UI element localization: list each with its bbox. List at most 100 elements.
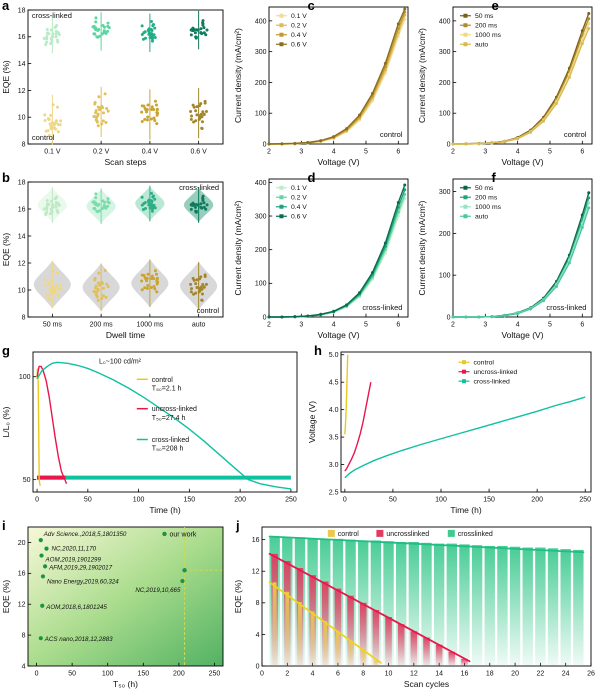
svg-text:400: 400 (439, 18, 451, 25)
axis-frame (27, 181, 224, 318)
svg-text:4: 4 (516, 322, 520, 329)
svg-text:0: 0 (343, 497, 347, 504)
svg-text:12: 12 (410, 671, 418, 678)
svg-text:3: 3 (483, 149, 487, 156)
svg-text:4: 4 (311, 671, 315, 678)
svg-text:100: 100 (435, 497, 447, 504)
svg-text:2: 2 (451, 322, 455, 329)
svg-text:0.1 V: 0.1 V (291, 13, 307, 20)
axes-a: 0.1 V 0.2 V 0.4 V 0.6 V 8 10 12 14 16 18 Scan step… (1, 7, 224, 167)
svg-text:14: 14 (18, 233, 26, 240)
series-0.1 V (269, 198, 406, 318)
panel-h-chart: 0 50 100 150 200 250 2.5 3.0 3.5 4.0 4.5 5.0 Time (h… (307, 351, 592, 515)
svg-text:5: 5 (548, 322, 552, 329)
svg-text:uncrosslinked: uncrosslinked (386, 531, 429, 538)
svg-text:200 ms: 200 ms (475, 23, 498, 30)
axes-g: 0 50 100 150 200 250 50 100 Time (h) L/L₀ (%) (1, 351, 298, 515)
svg-text:control: control (564, 130, 587, 139)
svg-text:12: 12 (252, 569, 260, 576)
svg-text:20: 20 (18, 540, 26, 547)
svg-text:50 ms: 50 ms (43, 322, 63, 329)
axes-b: 50 ms 200 ms 1000 ms auto 8 10 12 14 16 18 Dwell t… (1, 179, 224, 340)
data-point (44, 546, 49, 551)
svg-text:50: 50 (68, 671, 76, 678)
svg-text:150: 150 (483, 497, 495, 504)
svg-text:2: 2 (267, 149, 271, 156)
panel-letter-j: j (236, 518, 240, 533)
bars-control (272, 582, 378, 666)
svg-text:12: 12 (18, 602, 26, 609)
svg-text:4.0: 4.0 (329, 407, 339, 414)
svg-text:control: control (32, 133, 55, 142)
panel-letter-a: a (2, 0, 10, 13)
svg-text:200: 200 (531, 497, 543, 504)
svg-text:T₅₀=208 h: T₅₀=208 h (152, 446, 184, 453)
panel-d-chart: 2 3 4 5 6 0 100 200 300 400 Voltage (V) Current den… (233, 178, 409, 340)
svg-text:50: 50 (389, 497, 397, 504)
svg-text:cross-linked: cross-linked (32, 11, 72, 20)
data-point (39, 553, 44, 558)
svg-text:L/L₀ (%): L/L₀ (%) (1, 406, 11, 437)
svg-text:0: 0 (35, 497, 39, 504)
svg-text:16: 16 (252, 537, 260, 544)
svg-text:0.6 V: 0.6 V (190, 149, 207, 156)
svg-text:NC,2020,11,170: NC,2020,11,170 (52, 546, 97, 553)
data-point (40, 574, 46, 579)
panel-letter-g: g (2, 343, 10, 358)
svg-text:18: 18 (486, 671, 494, 678)
svg-text:Current density (mA/cm²): Current density (mA/cm²) (417, 28, 427, 123)
svg-text:200: 200 (173, 671, 185, 678)
panel-f: f 2 3 4 5 6 0 100 200 300 Voltage (V) Current dens… (416, 170, 600, 345)
svg-text:control: control (380, 130, 403, 139)
panel-letter-d: d (307, 170, 316, 185)
svg-text:0: 0 (260, 671, 264, 678)
svg-text:L₀~100 cd/m²: L₀~100 cd/m² (99, 359, 142, 366)
svg-text:5: 5 (364, 149, 368, 156)
panel-e: e 2 3 4 5 6 0 100 200 300 400 Voltage (V) Current d… (416, 0, 600, 172)
svg-text:auto: auto (475, 214, 488, 221)
svg-text:250: 250 (209, 671, 221, 678)
panel-g-chart: 0 50 100 150 200 250 50 100 Time (h) L/L₀ (%) L₀~1… (1, 351, 298, 515)
svg-text:NC,2019,10,665: NC,2019,10,665 (135, 587, 181, 594)
svg-text:Time (h): Time (h) (450, 505, 481, 515)
svg-text:4: 4 (332, 149, 336, 156)
svg-text:50: 50 (23, 477, 31, 484)
panel-e-chart: 2 3 4 5 6 0 100 200 300 400 Voltage (V) Current den… (417, 6, 593, 167)
svg-text:AOM,2019,1901299: AOM,2019,1901299 (45, 557, 102, 564)
svg-text:100: 100 (439, 111, 451, 118)
svg-text:12: 12 (18, 260, 26, 267)
series-1000 ms (453, 23, 590, 145)
svg-text:0.4 V: 0.4 V (142, 149, 159, 156)
svg-text:Voltage (V): Voltage (V) (317, 157, 359, 167)
series-uncross-linked (344, 382, 372, 472)
svg-text:EQE (%): EQE (%) (1, 233, 11, 267)
axis-frame (452, 6, 593, 145)
svg-text:0: 0 (447, 141, 451, 148)
svg-text:18: 18 (18, 7, 26, 14)
series-uncross-linked (36, 365, 68, 485)
series-0.6 V (269, 184, 406, 318)
svg-text:14: 14 (435, 671, 443, 678)
svg-text:control: control (474, 360, 495, 367)
series-control (344, 354, 349, 435)
series-control (36, 368, 41, 487)
svg-text:200: 200 (439, 231, 451, 238)
svg-text:T₅₀=2.1 h: T₅₀=2.1 h (152, 385, 182, 392)
series-auto (453, 28, 590, 145)
svg-text:Current density (mA/cm²): Current density (mA/cm²) (417, 200, 427, 295)
svg-text:1000 ms: 1000 ms (475, 204, 502, 211)
svg-text:100: 100 (102, 671, 114, 678)
svg-text:100: 100 (255, 111, 267, 118)
svg-text:uncross-linked: uncross-linked (474, 369, 518, 376)
svg-text:3: 3 (483, 322, 487, 329)
panel-letter-c: c (307, 0, 315, 13)
panel-g: g 0 50 100 150 200 250 50 100 Time (h) L/L₀ (%) L₀… (0, 343, 306, 520)
svg-text:200: 200 (234, 497, 246, 504)
svg-text:10: 10 (18, 287, 26, 294)
svg-text:Scan cycles: Scan cycles (404, 679, 449, 689)
svg-text:6: 6 (396, 322, 400, 329)
series-0.4 V (269, 11, 406, 145)
svg-text:0.1 V: 0.1 V (44, 149, 61, 156)
data-point (40, 603, 45, 608)
